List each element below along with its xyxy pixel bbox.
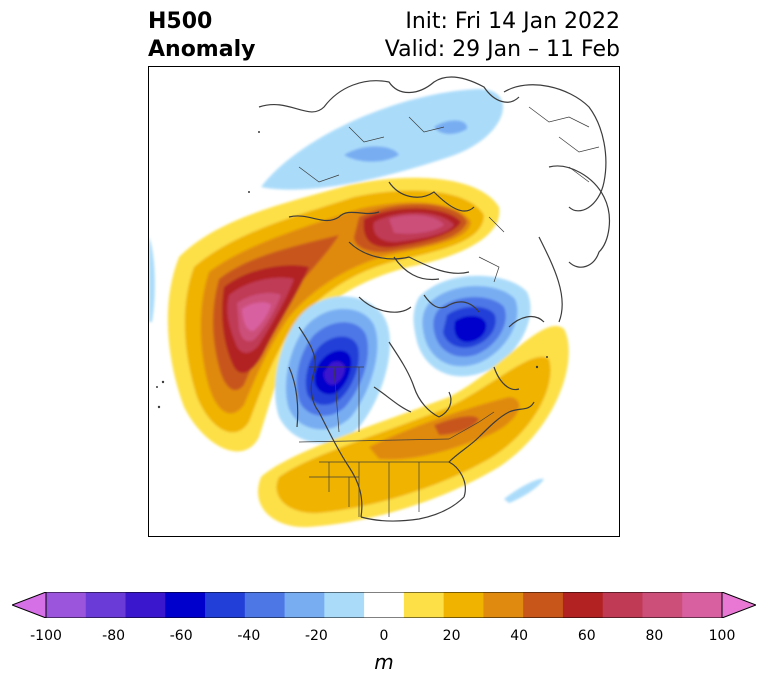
- colorbar-cell: [642, 592, 683, 618]
- negative-anomaly-greenland-5: [454, 315, 487, 343]
- colorbar-cell: [85, 592, 127, 618]
- colorbar-tick-label: 60: [577, 628, 596, 644]
- colorbar-tick-label: -60: [169, 628, 193, 644]
- colorbar-cell: [205, 592, 246, 618]
- title-line-2: Anomaly: [148, 37, 256, 62]
- init-time: Init: Fri 14 Jan 2022: [405, 9, 620, 34]
- colorbar-tick-label: 40: [510, 628, 529, 644]
- positive-anomaly-arctic-7: [389, 215, 444, 234]
- map-subtitle: Init: Fri 14 Jan 2022 Valid: 29 Jan – 11…: [385, 8, 620, 64]
- colorbar-cell: [602, 592, 643, 618]
- positive-anomaly-eastern-us-4: [434, 416, 479, 435]
- colorbar-extend-low: [12, 592, 47, 618]
- colorbar-cell: [324, 592, 365, 618]
- negative-anomaly-eurasia: [261, 89, 503, 190]
- anomaly-map: [148, 66, 620, 537]
- colorbar-cell: [364, 592, 405, 618]
- colorbar-tick-label: -80: [102, 628, 126, 644]
- colorbar-extend-high: [721, 592, 756, 618]
- anomaly-map-svg: [149, 76, 611, 528]
- coastlines: [258, 76, 611, 522]
- colorbar-outline: [45, 592, 723, 618]
- negative-anomaly-atlantic-small: [504, 478, 544, 503]
- colorbar-cell: [483, 592, 524, 618]
- colorbar-tick-label: 20: [442, 628, 461, 644]
- negative-anomaly-eurasia-core-2: [434, 120, 468, 135]
- negative-anomaly-left-edge: [149, 237, 155, 322]
- colorbar-cell: [165, 592, 206, 618]
- political-borders: [298, 106, 600, 517]
- colorbar-tick-label: 80: [645, 628, 664, 644]
- colorbar-cell: [244, 592, 286, 618]
- island-marks: [156, 131, 548, 409]
- colorbar-cell: [682, 592, 723, 618]
- colorbar: [12, 592, 756, 618]
- colorbar-cell: [46, 592, 87, 618]
- colorbar-cell: [562, 592, 604, 618]
- valid-period: Valid: 29 Jan – 11 Feb: [384, 37, 620, 62]
- colorbar-cell: [284, 592, 325, 618]
- map-title: H500 Anomaly: [148, 8, 255, 64]
- colorbar-tick-label: -40: [237, 628, 261, 644]
- negative-anomaly-eurasia-core: [344, 146, 399, 162]
- colorbar-cell: [523, 592, 564, 618]
- colorbar-tick-label: -20: [304, 628, 328, 644]
- colorbar-tick-label: 0: [379, 628, 389, 644]
- colorbar-tick-label: -100: [30, 628, 62, 644]
- colorbar-cell: [443, 592, 484, 618]
- title-line-1: H500: [148, 9, 213, 34]
- positive-anomaly-pacific-8: [242, 302, 271, 331]
- colorbar-cell: [403, 592, 445, 618]
- colorbar-cell: [125, 592, 166, 618]
- colorbar-unit-label: m: [374, 650, 394, 674]
- colorbar-tick-label: 100: [708, 628, 736, 644]
